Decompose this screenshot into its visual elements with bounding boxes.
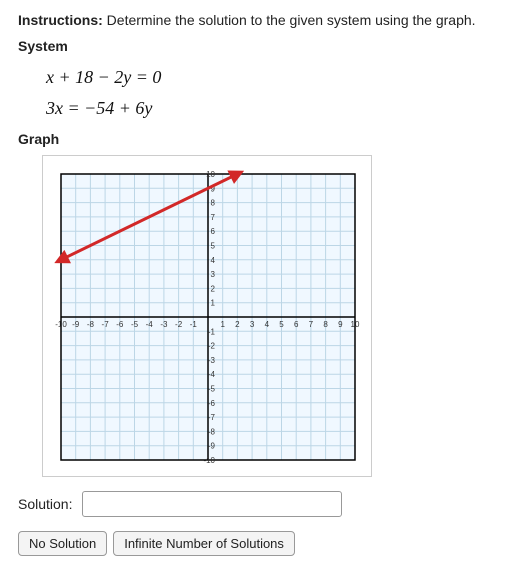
- system-equations: x + 18 − 2y = 0 3x = −54 + 6y: [46, 62, 507, 123]
- svg-text:-7: -7: [102, 320, 110, 329]
- equation-1: x + 18 − 2y = 0: [46, 62, 507, 93]
- svg-text:-6: -6: [208, 399, 216, 408]
- solution-label: Solution:: [18, 496, 72, 512]
- svg-text:9: 9: [338, 320, 343, 329]
- svg-text:6: 6: [294, 320, 299, 329]
- svg-text:5: 5: [279, 320, 284, 329]
- svg-text:4: 4: [211, 256, 216, 265]
- svg-text:2: 2: [235, 320, 240, 329]
- infinite-solutions-button[interactable]: Infinite Number of Solutions: [113, 531, 295, 556]
- svg-text:-2: -2: [175, 320, 183, 329]
- graph-heading: Graph: [18, 131, 507, 147]
- svg-text:7: 7: [309, 320, 314, 329]
- instructions-label: Instructions:: [18, 12, 103, 28]
- svg-text:5: 5: [211, 242, 216, 251]
- svg-text:-4: -4: [146, 320, 154, 329]
- svg-text:-1: -1: [190, 320, 198, 329]
- svg-text:7: 7: [211, 213, 216, 222]
- svg-text:-5: -5: [208, 385, 216, 394]
- solution-input[interactable]: [82, 491, 342, 517]
- graph-panel: -10-9-8-7-6-5-4-3-2-112345678910-10-9-8-…: [42, 155, 372, 477]
- svg-text:-7: -7: [208, 413, 216, 422]
- svg-text:10: 10: [206, 170, 215, 179]
- svg-text:-9: -9: [72, 320, 80, 329]
- svg-text:6: 6: [211, 227, 216, 236]
- svg-text:3: 3: [250, 320, 255, 329]
- svg-text:8: 8: [211, 199, 216, 208]
- system-heading: System: [18, 38, 507, 54]
- equation-2: 3x = −54 + 6y: [46, 93, 507, 124]
- button-row: No Solution Infinite Number of Solutions: [18, 531, 507, 556]
- instructions-line: Instructions: Determine the solution to …: [18, 12, 507, 28]
- svg-text:10: 10: [351, 320, 360, 329]
- svg-text:-4: -4: [208, 370, 216, 379]
- svg-text:-8: -8: [87, 320, 95, 329]
- svg-text:8: 8: [323, 320, 328, 329]
- solution-row: Solution:: [18, 491, 507, 517]
- no-solution-button[interactable]: No Solution: [18, 531, 107, 556]
- svg-text:-3: -3: [208, 356, 216, 365]
- svg-text:-2: -2: [208, 342, 216, 351]
- svg-text:-10: -10: [55, 320, 67, 329]
- svg-text:-1: -1: [208, 327, 216, 336]
- svg-text:4: 4: [265, 320, 270, 329]
- instructions-text: Determine the solution to the given syst…: [107, 12, 476, 28]
- svg-text:-6: -6: [116, 320, 124, 329]
- graph-svg: -10-9-8-7-6-5-4-3-2-112345678910-10-9-8-…: [43, 156, 373, 478]
- svg-text:3: 3: [211, 270, 216, 279]
- svg-text:-3: -3: [160, 320, 168, 329]
- svg-text:-9: -9: [208, 442, 216, 451]
- svg-text:2: 2: [211, 285, 216, 294]
- svg-text:1: 1: [211, 299, 216, 308]
- svg-text:-10: -10: [203, 456, 215, 465]
- svg-text:1: 1: [220, 320, 225, 329]
- svg-text:-5: -5: [131, 320, 139, 329]
- svg-text:-8: -8: [208, 428, 216, 437]
